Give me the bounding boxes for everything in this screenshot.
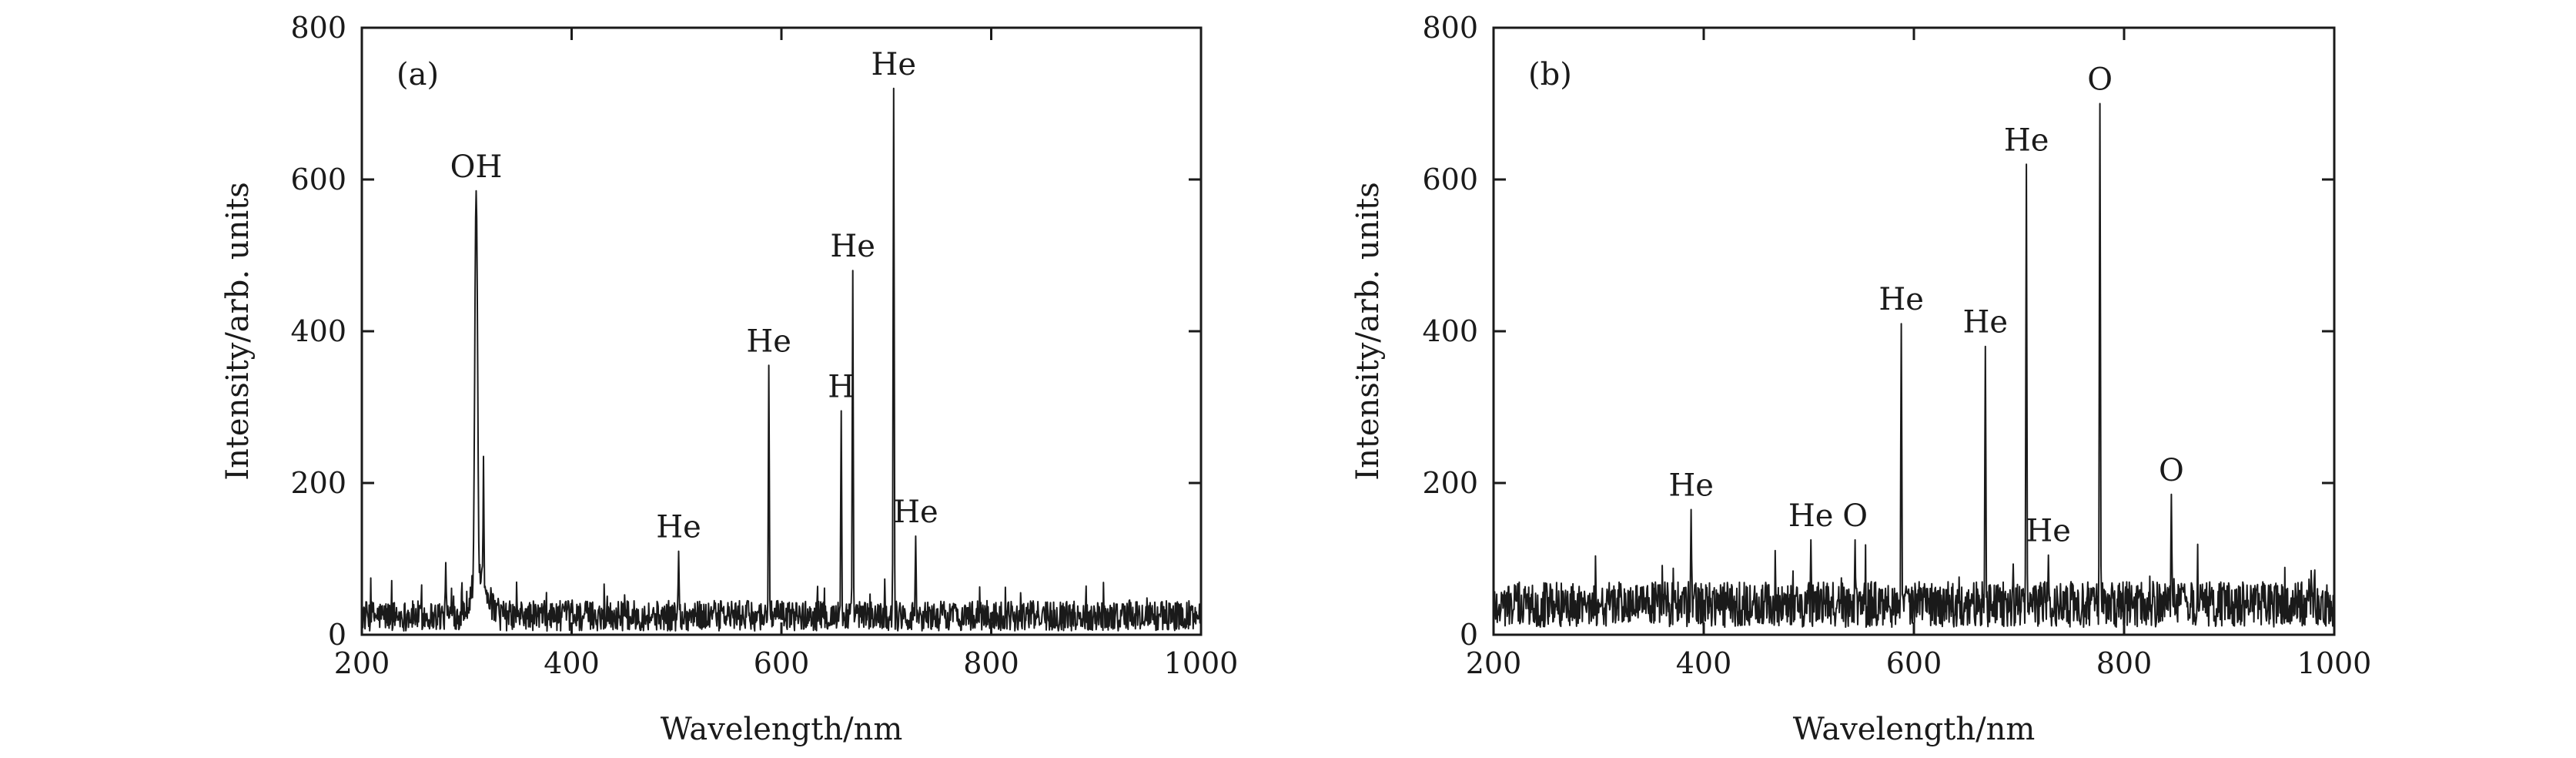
- y-tick-label: 800: [1422, 11, 1478, 45]
- panel-tag-b: (b): [1528, 57, 1572, 92]
- y-tick-label: 200: [290, 466, 346, 500]
- plot-frame-b: [1492, 26, 2336, 636]
- x-tick-label: 600: [1886, 646, 1942, 680]
- y-tick-label: 600: [1422, 163, 1478, 196]
- x-tick-label: 600: [754, 646, 810, 680]
- peak-label: He: [893, 495, 938, 530]
- y-ticks-b: 0 200 400 600 800: [1422, 11, 2334, 652]
- x-tick-label: 1000: [1164, 646, 1239, 680]
- peak-label: He: [656, 510, 701, 545]
- spectrum-a: [361, 87, 1202, 632]
- x-tick-label: 200: [1466, 646, 1522, 680]
- panel-tag-a: (a): [396, 57, 439, 92]
- peak-label: O: [2087, 62, 2113, 98]
- peak-label: He: [1668, 468, 1714, 504]
- y-tick-label: 400: [290, 314, 346, 348]
- peak-label: He: [830, 229, 875, 264]
- y-tick-label: 0: [1460, 618, 1478, 652]
- spectrum-line: [1493, 102, 2335, 629]
- peak-label: H: [828, 369, 855, 404]
- x-axis-title-b: Wavelength/nm: [1793, 712, 2036, 747]
- x-ticks-a: 200 400 600 800 1000: [334, 28, 1239, 680]
- peak-label: He: [871, 47, 917, 82]
- y-axis-title-b: Intensity/arb. units: [1350, 182, 1386, 480]
- peak-label: He: [1963, 305, 2009, 340]
- x-tick-label: 800: [2096, 646, 2153, 680]
- x-tick-label: 400: [1676, 646, 1732, 680]
- peak-label: He: [2004, 122, 2049, 158]
- peak-label: He: [2026, 514, 2071, 549]
- y-ticks-a: 0 200 400 600 800: [290, 11, 1201, 652]
- y-tick-label: 800: [290, 11, 346, 45]
- peak-label: He: [746, 324, 791, 359]
- x-tick-label: 800: [963, 646, 1019, 680]
- y-tick-label: 0: [328, 618, 346, 652]
- y-tick-label: 200: [1422, 466, 1478, 500]
- peak-label: He: [1878, 282, 1924, 317]
- peak-label: He: [1788, 498, 1834, 534]
- y-tick-label: 400: [1422, 314, 1478, 348]
- y-tick-label: 600: [290, 163, 346, 196]
- y-axis-title-a: Intensity/arb. units: [220, 182, 256, 480]
- spectrum-line: [361, 87, 1202, 632]
- x-ticks-b: 200 400 600 800 1000: [1466, 28, 2372, 680]
- peak-label: O: [2159, 453, 2184, 488]
- peak-labels-a: OH He He H He He He: [450, 47, 938, 545]
- x-tick-label: 400: [544, 646, 600, 680]
- x-tick-label: 200: [334, 646, 390, 680]
- x-tick-label: 1000: [2297, 646, 2372, 680]
- peak-label: O: [1842, 498, 1868, 534]
- spectrum-b: [1493, 102, 2335, 629]
- x-axis-title-a: Wavelength/nm: [661, 712, 903, 747]
- peak-label: OH: [450, 149, 503, 185]
